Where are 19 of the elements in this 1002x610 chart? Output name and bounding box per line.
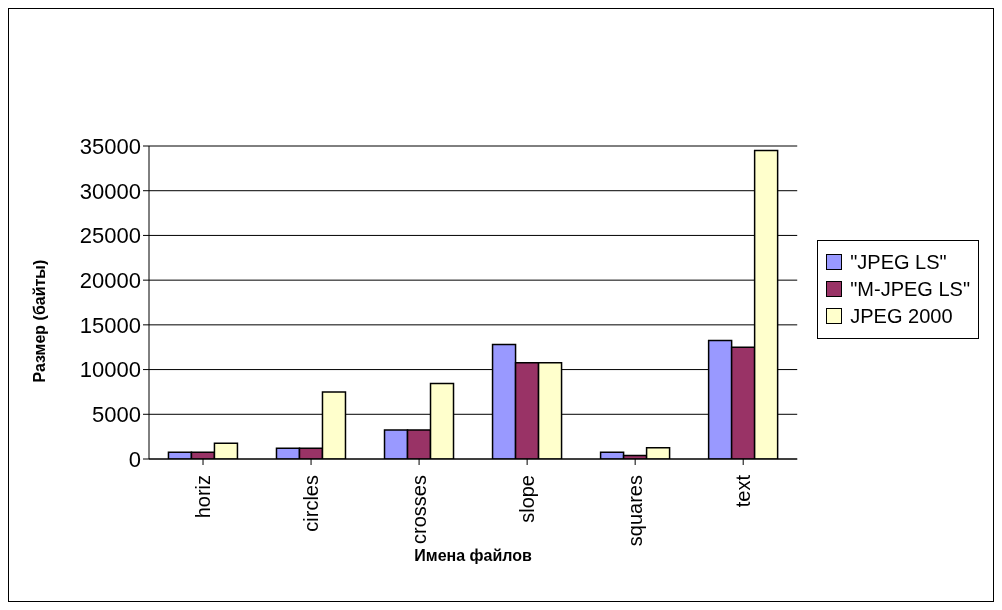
legend-label: "M-JPEG LS" bbox=[850, 277, 970, 301]
x-axis-title: Имена файлов bbox=[414, 547, 533, 564]
y-tick-label: 5000 bbox=[92, 402, 141, 428]
x-tick-label: horiz bbox=[192, 475, 215, 519]
y-tick-label: 0 bbox=[128, 446, 141, 472]
y-axis-title: Размер (байты) bbox=[30, 259, 48, 383]
y-tick-label: 10000 bbox=[79, 357, 141, 383]
x-tick-label: circles bbox=[300, 475, 323, 532]
legend-label: "JPEG LS" bbox=[850, 250, 947, 274]
y-tick-label: 20000 bbox=[79, 267, 141, 293]
y-tick-label: 15000 bbox=[79, 312, 141, 338]
x-tick-label: text bbox=[732, 474, 755, 508]
x-tick-label: squares bbox=[624, 475, 647, 547]
y-tick-label: 35000 bbox=[79, 133, 141, 159]
legend-label: JPEG 2000 bbox=[850, 304, 953, 328]
x-tick-label: crosses bbox=[408, 475, 431, 544]
y-tick-label: 30000 bbox=[79, 178, 141, 204]
y-tick-label: 25000 bbox=[79, 223, 141, 249]
x-tick-label: slope bbox=[516, 475, 539, 523]
